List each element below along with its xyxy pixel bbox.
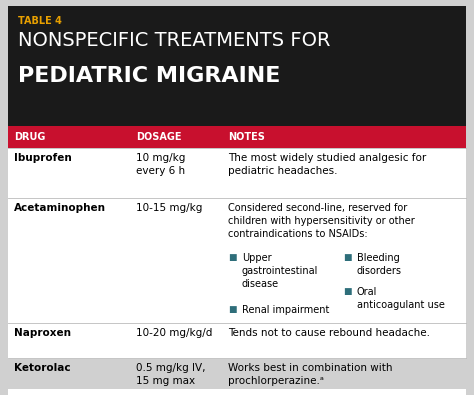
Text: ■: ■ bbox=[343, 253, 352, 262]
Text: ■: ■ bbox=[228, 305, 237, 314]
Text: ■: ■ bbox=[228, 253, 237, 262]
Text: Tends not to cause rebound headache.: Tends not to cause rebound headache. bbox=[228, 328, 430, 338]
Text: The most widely studied analgesic for
pediatric headaches.: The most widely studied analgesic for pe… bbox=[228, 153, 426, 176]
Text: Considered second-line, reserved for
children with hypersensitivity or other
con: Considered second-line, reserved for chi… bbox=[228, 203, 415, 239]
Bar bbox=[8, 389, 466, 395]
Text: 10 mg/kg
every 6 h: 10 mg/kg every 6 h bbox=[136, 153, 185, 176]
Text: TABLE 4: TABLE 4 bbox=[18, 16, 62, 26]
Text: Works best in combination with
prochlorperazine.ᵃ: Works best in combination with prochlorp… bbox=[228, 363, 392, 386]
Text: NONSPECIFIC TREATMENTS FOR: NONSPECIFIC TREATMENTS FOR bbox=[18, 31, 330, 50]
Text: DOSAGE: DOSAGE bbox=[136, 132, 182, 142]
Text: Oral
anticoagulant use: Oral anticoagulant use bbox=[357, 287, 445, 310]
Text: Ketorolac: Ketorolac bbox=[14, 363, 71, 373]
Bar bbox=[8, 6, 466, 126]
Text: 0.5 mg/kg IV,
15 mg max: 0.5 mg/kg IV, 15 mg max bbox=[136, 363, 206, 386]
Text: NOTES: NOTES bbox=[228, 132, 265, 142]
Text: ■: ■ bbox=[343, 287, 352, 296]
Text: Renal impairment: Renal impairment bbox=[242, 305, 329, 315]
Text: Acetaminophen: Acetaminophen bbox=[14, 203, 106, 213]
Text: 10-20 mg/kg/d: 10-20 mg/kg/d bbox=[136, 328, 212, 338]
Text: Bleeding
disorders: Bleeding disorders bbox=[357, 253, 402, 276]
Text: Naproxen: Naproxen bbox=[14, 328, 71, 338]
Text: DRUG: DRUG bbox=[14, 132, 46, 142]
Bar bbox=[8, 126, 466, 148]
Text: Upper
gastrointestinal
disease: Upper gastrointestinal disease bbox=[242, 253, 319, 289]
Bar bbox=[8, 126, 466, 359]
Text: Ibuprofen: Ibuprofen bbox=[14, 153, 72, 163]
Text: PEDIATRIC MIGRAINE: PEDIATRIC MIGRAINE bbox=[18, 66, 281, 86]
Text: 10-15 mg/kg: 10-15 mg/kg bbox=[136, 203, 202, 213]
